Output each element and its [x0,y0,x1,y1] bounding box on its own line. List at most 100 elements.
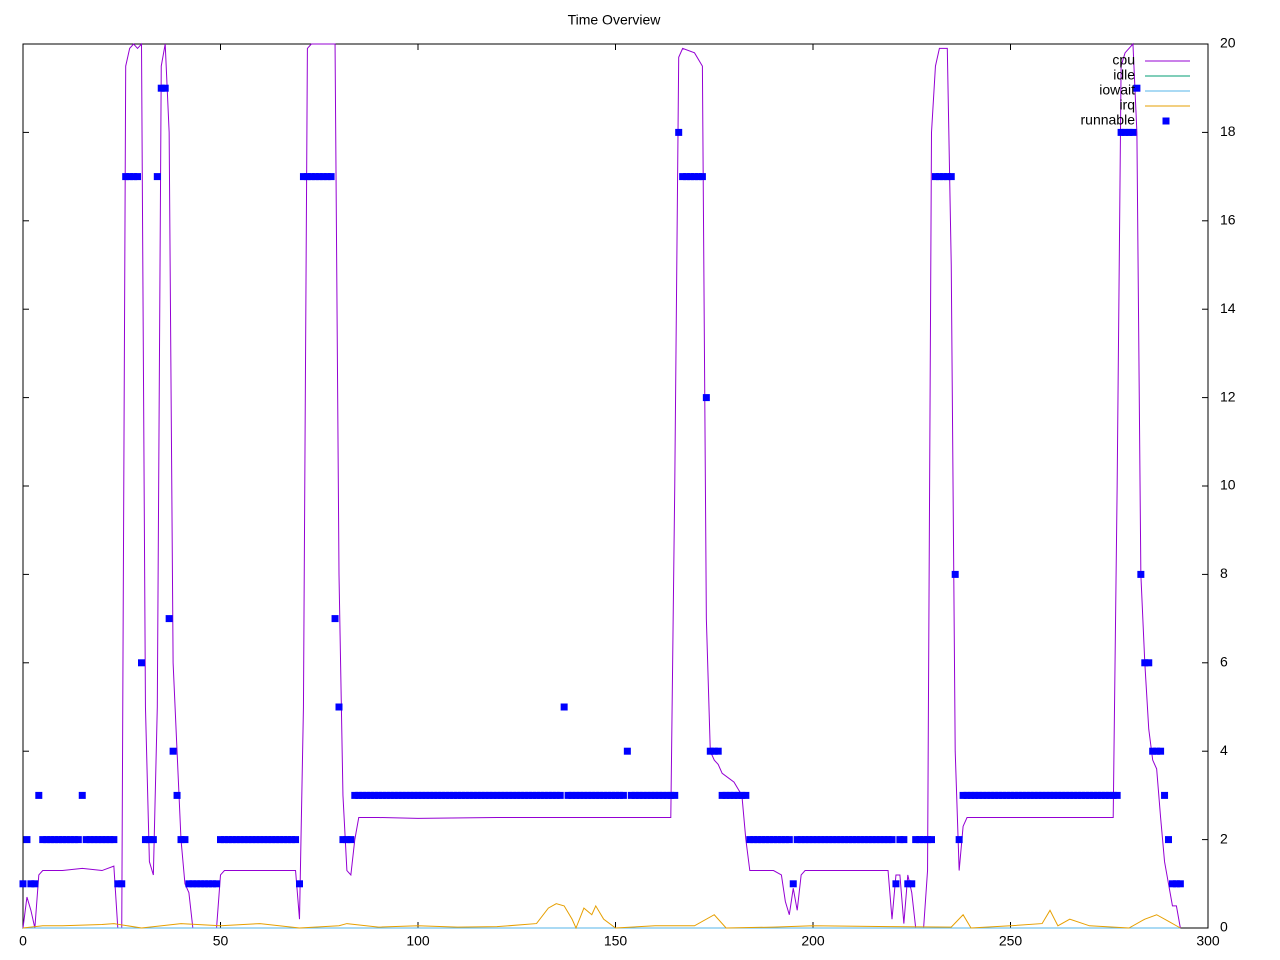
runnable-point [378,791,386,799]
runnable-point [864,836,872,844]
runnable-point [35,791,43,799]
runnable-point [868,836,876,844]
legend-label: runnable [1081,112,1136,128]
runnable-point [1026,791,1034,799]
runnable-point [66,836,74,844]
runnable-point [935,173,943,181]
runnable-point [145,836,153,844]
runnable-point [406,791,414,799]
y-tick-label: 8 [1220,565,1228,581]
runnable-point [773,836,781,844]
runnable-point [256,836,264,844]
runnable-point [224,836,232,844]
runnable-point [856,836,864,844]
runnable-point [299,173,307,181]
runnable-point [1070,791,1078,799]
runnable-point [762,836,770,844]
runnable-point [296,880,303,888]
runnable-point [126,173,134,181]
runnable-point [327,173,335,181]
runnable-point [576,791,584,799]
runnable-point [473,791,481,799]
runnable-point [177,836,185,844]
runnable-point [130,173,138,181]
runnable-point [457,791,465,799]
runnable-point [552,791,560,799]
runnable-point [1101,791,1109,799]
y-tick-label: 0 [1220,919,1228,935]
runnable-point [714,747,722,755]
runnable-point [963,791,971,799]
runnable-point [1145,659,1153,667]
runnable-point [1003,791,1011,799]
runnable-point [1168,880,1176,888]
runnable-point [343,836,351,844]
runnable-point [86,836,94,844]
runnable-point [904,880,912,888]
runnable-point [307,173,315,181]
runnable-point [683,173,691,181]
runnable-point [434,791,442,799]
runnable-point [134,173,142,181]
y-tick-label: 20 [1220,35,1236,51]
series-line [22,903,1181,930]
y-tick-label: 4 [1220,742,1228,758]
runnable-point [900,836,908,844]
runnable-point [181,836,189,844]
runnable-point [410,791,418,799]
runnable-point [876,836,884,844]
runnable-point [398,791,406,799]
runnable-point [580,791,588,799]
runnable-point [1030,791,1038,799]
y-tick-label: 6 [1220,654,1228,670]
runnable-point [951,570,959,578]
runnable-point [1078,791,1086,799]
runnable-point [817,836,825,844]
runnable-point [694,173,702,181]
runnable-point [70,836,78,844]
runnable-point [1054,791,1062,799]
runnable-point [619,791,627,799]
runnable-point [489,791,497,799]
runnable-point [1046,791,1054,799]
runnable-point [23,836,31,844]
runnable-point [529,791,537,799]
runnable-point [600,791,608,799]
runnable-point [477,791,485,799]
runnable-point [841,836,849,844]
runnable-point [82,836,90,844]
runnable-point [244,836,252,844]
x-tick-label: 250 [999,933,1023,949]
runnable-point [924,836,932,844]
runnable-point [1074,791,1082,799]
runnable-point [785,836,793,844]
runnable-point [169,747,177,755]
runnable-point [264,836,272,844]
runnable-point [426,791,434,799]
runnable-point [1086,791,1093,799]
runnable-point [833,836,841,844]
runnable-point [485,791,493,799]
runnable-point [205,880,213,888]
runnable-point [659,791,667,799]
runnable-point [623,747,631,755]
runnable-point [995,791,1003,799]
runnable-point [521,791,529,799]
runnable-point [141,836,149,844]
runnable-point [1109,791,1117,799]
legend-label: iowait [1099,82,1135,98]
runnable-point [738,791,746,799]
runnable-point [983,791,991,799]
runnable-point [390,791,398,799]
runnable-point [655,791,663,799]
legend-swatch [1162,117,1170,125]
runnable-point [730,791,738,799]
runnable-point [596,791,604,799]
runnable-point [493,791,501,799]
runnable-point [1082,791,1090,799]
runnable-point [671,791,679,799]
runnable-point [1172,880,1180,888]
runnable-point [272,836,280,844]
runnable-point [43,836,51,844]
